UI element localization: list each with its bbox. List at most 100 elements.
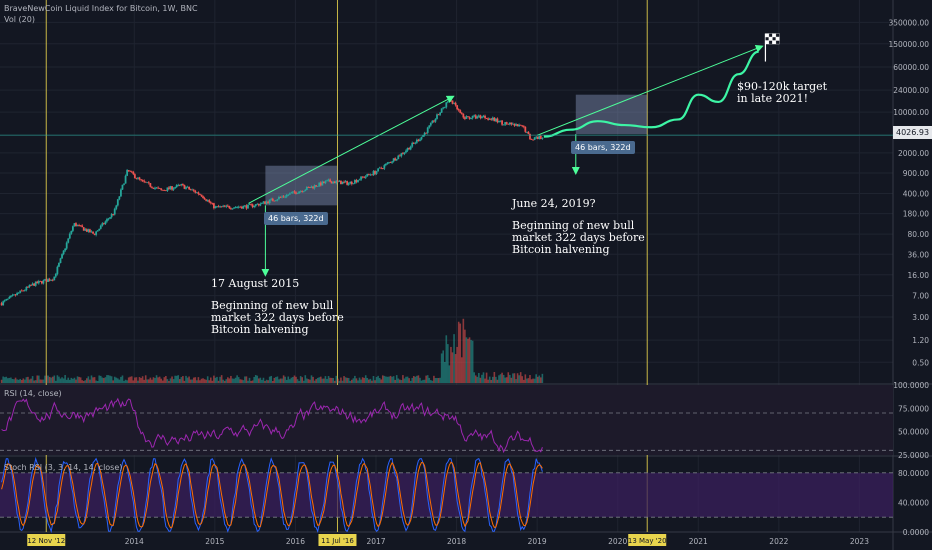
candle-body — [268, 199, 271, 204]
stoch-tick: 0.0000 — [903, 528, 929, 537]
candle-body — [95, 231, 98, 235]
candle-body — [504, 122, 507, 125]
volume-bar — [169, 378, 172, 383]
volume-bar — [408, 378, 410, 383]
volume-bar — [484, 378, 486, 383]
candle-body — [202, 196, 204, 198]
volume-bar — [447, 344, 449, 383]
candle-body — [459, 110, 462, 113]
volume-bar — [524, 374, 527, 383]
volume-bar — [19, 378, 22, 383]
rsi-tick: 25.0000 — [898, 451, 929, 460]
candle-body — [335, 180, 338, 184]
volume-bar — [174, 375, 176, 383]
volume-bar — [3, 377, 6, 383]
candle-body — [411, 142, 414, 147]
volume-bar — [211, 380, 214, 383]
candle-body — [346, 181, 349, 185]
candle-body — [392, 158, 395, 162]
volume-bar — [343, 376, 345, 383]
volume-bar — [200, 378, 203, 383]
volume-bar — [154, 377, 156, 383]
volume-bar — [68, 379, 71, 383]
volume-bar — [106, 375, 108, 383]
volume-bar — [468, 337, 471, 383]
candle-body — [116, 199, 119, 206]
candle-body — [87, 229, 90, 232]
volume-bar — [202, 378, 204, 383]
halving-date-badge — [628, 534, 667, 546]
candle-body — [467, 116, 469, 118]
candle-body — [419, 139, 421, 141]
candle-body — [398, 155, 401, 157]
candle-body — [36, 281, 39, 284]
volume-bar — [65, 379, 68, 383]
volume-bar — [504, 377, 506, 383]
candle-body — [146, 182, 149, 184]
volume-bar — [456, 346, 458, 383]
price-tick: 7.00 — [912, 292, 929, 301]
candle-body — [278, 196, 280, 200]
volume-bar — [433, 375, 435, 383]
volume-bar — [533, 378, 536, 383]
candle-body — [180, 184, 183, 186]
note-2015-line3: Bitcoin halvening — [211, 323, 309, 336]
candle-body — [13, 294, 15, 296]
volume-bar — [265, 379, 268, 383]
volume-bar — [231, 378, 234, 383]
volume-bar — [143, 379, 145, 383]
volume-bar — [536, 376, 539, 383]
volume-bar — [487, 379, 489, 383]
volume-bar — [399, 379, 401, 383]
time-tick: 2019 — [528, 537, 547, 546]
candle-body — [73, 223, 76, 227]
volume-bar — [99, 375, 102, 383]
volume-bar — [31, 376, 34, 383]
volume-bar — [90, 375, 93, 383]
volume-bar — [104, 377, 107, 383]
volume-bar — [498, 375, 500, 383]
candle-body — [389, 162, 392, 163]
volume-bar — [372, 375, 375, 383]
flag-cell — [768, 36, 773, 41]
candle-body — [541, 138, 544, 139]
volume-bar — [467, 338, 469, 383]
volume-bar — [358, 377, 361, 383]
volume-bar — [2, 376, 4, 383]
volume-bar — [315, 379, 317, 383]
candle-body — [284, 196, 287, 198]
candle-body — [78, 225, 80, 226]
halving-date-label: 11 Jul '16 — [321, 537, 354, 545]
candle-body — [378, 167, 381, 169]
candle-body — [191, 189, 194, 191]
volume-bar — [36, 375, 39, 383]
volume-bar — [482, 372, 485, 383]
volume-bar — [86, 378, 88, 383]
candle-body — [374, 171, 376, 174]
candle-body — [361, 176, 364, 178]
measure-tag-2015: 46 bars, 322d — [264, 212, 328, 225]
candle-body — [425, 132, 428, 134]
volume-bar — [219, 376, 221, 383]
candle-body — [259, 203, 262, 206]
volume-bar — [256, 375, 259, 383]
candle-body — [484, 115, 486, 119]
candle-body — [473, 115, 476, 117]
candle-body — [188, 186, 190, 190]
volume-bar — [93, 377, 96, 383]
volume-bar — [513, 373, 516, 383]
volume-bar — [42, 379, 45, 383]
volume-bar — [81, 380, 83, 383]
flag-cell — [768, 40, 773, 45]
candle-body — [11, 295, 14, 297]
candle-body — [395, 159, 398, 161]
candle-body — [75, 223, 77, 227]
flag-cell — [772, 40, 777, 45]
volume-bar — [96, 380, 99, 383]
candle-body — [174, 187, 177, 189]
volume-bar — [450, 346, 452, 383]
candle-body — [296, 193, 299, 195]
volume-bar — [141, 376, 144, 383]
volume-bar — [247, 380, 249, 383]
